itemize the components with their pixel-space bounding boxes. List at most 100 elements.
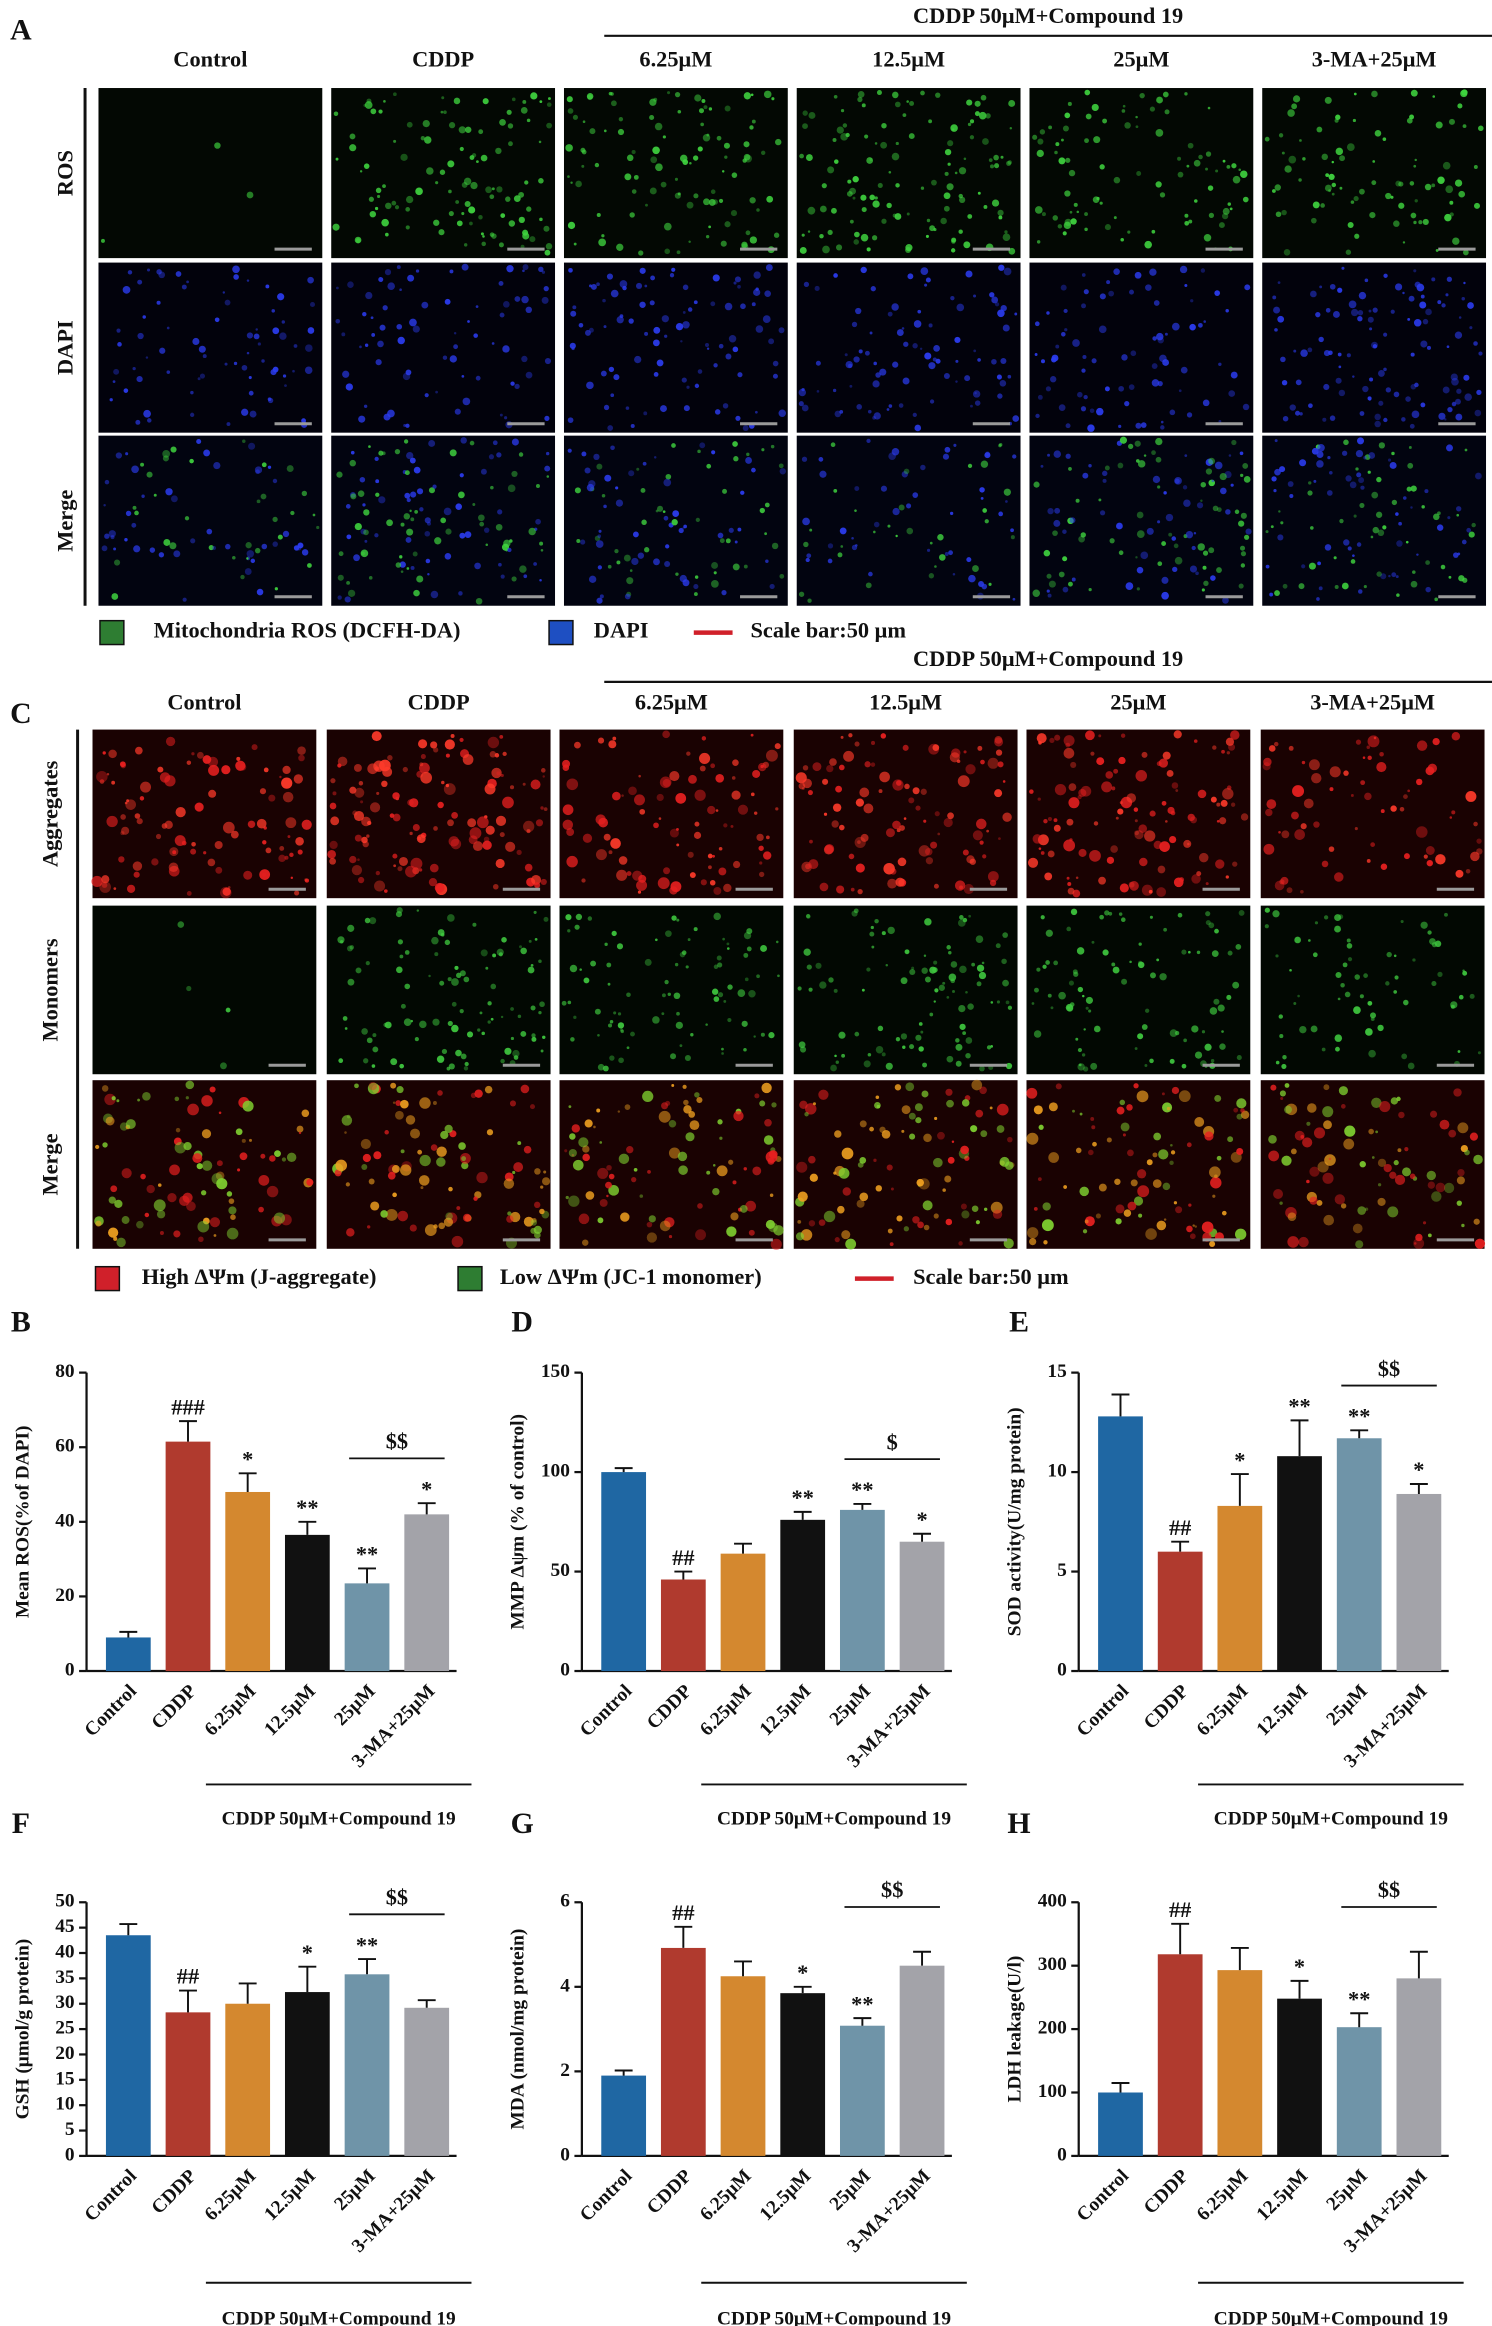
cell xyxy=(855,307,862,315)
cell xyxy=(1170,1143,1173,1147)
cell xyxy=(1054,507,1061,514)
cell xyxy=(185,1096,189,1100)
cell xyxy=(974,111,980,117)
cell xyxy=(140,462,145,467)
cell xyxy=(508,220,516,227)
cell xyxy=(1348,300,1357,309)
cell xyxy=(961,1210,970,1219)
cell xyxy=(433,1224,438,1229)
cell xyxy=(1343,1138,1355,1150)
cell xyxy=(465,126,472,133)
cell xyxy=(1334,872,1344,882)
cell xyxy=(539,217,543,222)
cell xyxy=(1184,283,1188,287)
cell xyxy=(892,779,904,791)
cell xyxy=(380,1210,388,1218)
cell xyxy=(1186,1142,1192,1148)
cell xyxy=(693,584,699,590)
cell xyxy=(1122,104,1126,108)
cell xyxy=(610,445,615,451)
cell xyxy=(495,147,502,155)
cell xyxy=(349,786,357,794)
cell xyxy=(360,549,369,558)
row-label: Merge xyxy=(37,1133,62,1195)
cell xyxy=(1264,924,1269,929)
cell xyxy=(1232,981,1240,989)
cell xyxy=(262,840,267,845)
cell xyxy=(1082,1229,1088,1234)
cell xyxy=(101,875,110,884)
cell xyxy=(424,136,432,144)
cell xyxy=(566,778,579,791)
cell xyxy=(543,916,549,922)
cell xyxy=(932,744,940,751)
cell xyxy=(1012,415,1020,422)
cell xyxy=(284,855,289,860)
cell xyxy=(686,201,694,209)
cell xyxy=(1077,794,1082,800)
cell xyxy=(499,413,503,417)
cell xyxy=(569,1133,576,1140)
cell xyxy=(1281,209,1287,216)
cell xyxy=(282,530,290,538)
cell xyxy=(986,1045,992,1050)
y-tick-label: 15 xyxy=(1047,1361,1066,1382)
cell xyxy=(475,597,483,605)
cell xyxy=(880,141,888,149)
cell xyxy=(945,1218,953,1226)
cell xyxy=(673,992,681,1000)
cell xyxy=(459,1009,464,1014)
cell xyxy=(216,1178,228,1190)
cell xyxy=(1036,240,1041,244)
cell xyxy=(1058,404,1066,411)
cell xyxy=(1204,1043,1212,1051)
cell xyxy=(1083,289,1089,295)
cell xyxy=(177,921,185,928)
cell xyxy=(1300,349,1308,357)
cell xyxy=(995,943,1001,949)
cell xyxy=(617,1022,625,1029)
cell xyxy=(1265,564,1270,569)
cell xyxy=(1337,352,1342,357)
cell xyxy=(531,1033,536,1038)
cell xyxy=(372,1046,379,1053)
cell xyxy=(1274,468,1281,476)
cell xyxy=(1172,566,1178,573)
cell xyxy=(254,466,263,474)
panel-letter: E xyxy=(1009,1306,1029,1339)
cell xyxy=(669,828,679,838)
cell xyxy=(861,988,865,992)
cell xyxy=(987,871,999,882)
cell xyxy=(1359,411,1365,416)
cell xyxy=(642,1090,654,1103)
cell xyxy=(416,575,424,583)
cell xyxy=(1410,506,1413,509)
cell xyxy=(818,1219,826,1226)
cell xyxy=(450,733,455,738)
cell xyxy=(1363,973,1368,978)
cell xyxy=(980,759,985,765)
cell xyxy=(279,332,287,340)
cell xyxy=(330,816,340,826)
cell xyxy=(630,423,635,428)
group-label: CDDP 50μM+Compound 19 xyxy=(717,2308,951,2326)
cell xyxy=(599,1141,603,1144)
cell xyxy=(281,777,293,789)
cell xyxy=(1140,551,1149,560)
cell xyxy=(528,939,532,943)
cell xyxy=(370,108,377,115)
micrograph xyxy=(793,729,1018,899)
cell xyxy=(543,286,549,292)
cell xyxy=(777,974,780,978)
cell xyxy=(430,590,439,599)
cell xyxy=(1299,412,1303,416)
cell xyxy=(540,1185,544,1189)
cell xyxy=(434,537,442,545)
cell xyxy=(822,778,829,785)
cell xyxy=(1117,462,1124,469)
cell xyxy=(246,557,249,560)
cell xyxy=(661,1012,665,1016)
cell xyxy=(346,1228,355,1237)
cell xyxy=(392,1101,396,1104)
cell xyxy=(1270,525,1274,529)
